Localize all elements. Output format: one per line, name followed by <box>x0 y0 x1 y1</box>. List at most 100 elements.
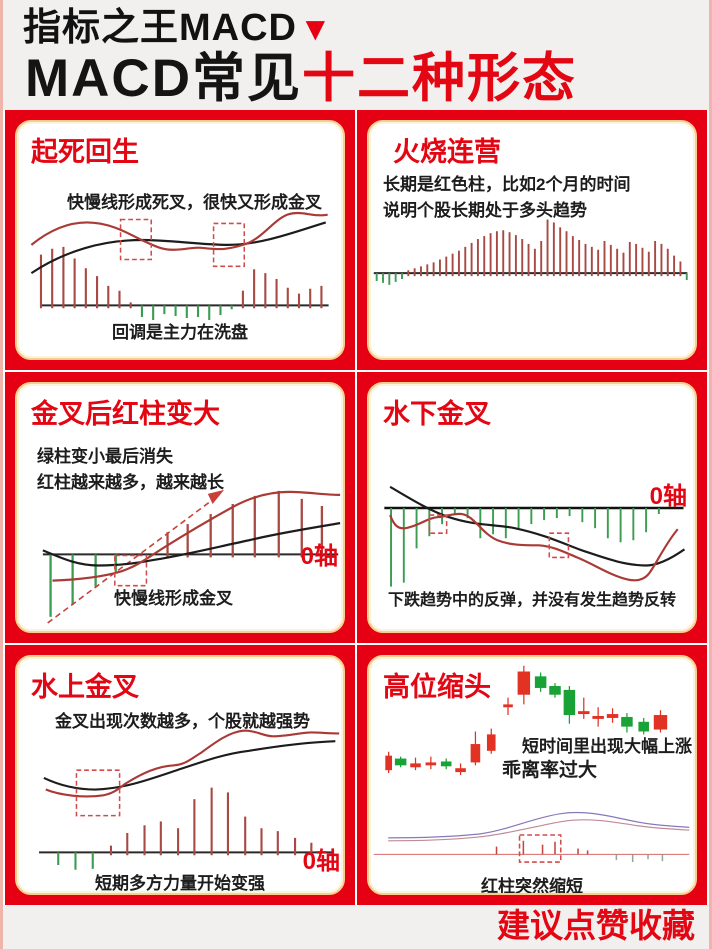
fast-line-red <box>52 490 341 582</box>
trend-arrow-head <box>207 489 225 504</box>
chart-data-layer <box>384 506 684 587</box>
candle-body <box>606 714 619 718</box>
panel-card-shuixiajincha: 水下金叉 下跌趋势中的反弹，并没有发生趋势反转 0轴 <box>367 382 697 633</box>
zero-axis-label: 0轴 <box>649 483 687 510</box>
curves <box>389 485 686 582</box>
candle-body <box>517 671 531 695</box>
slow-line-black <box>42 522 341 567</box>
shrinking-bars-marker <box>518 834 562 863</box>
chart-data-layer <box>39 787 334 870</box>
panel-cell-3: 金叉后红柱变大 绿柱变小最后消失 红柱越来越多，越来越长 快慢线形成金叉 0轴 <box>5 372 355 643</box>
candlestick-macd-chart-gaoweisuotou <box>373 665 690 863</box>
candle-body <box>440 761 452 767</box>
panel-title: 水下金叉 <box>383 399 491 429</box>
pattern-grid: 起死回生 快慢线形成死叉，很快又形成金叉 回调是主力在洗盘 火烧连营 <box>3 110 709 905</box>
curves <box>30 211 328 275</box>
call-to-action: 建议点赞收藏 <box>497 907 695 944</box>
slow-line-black <box>389 485 686 567</box>
candle-body <box>578 711 590 715</box>
page-title-black: MACD常见 <box>25 49 302 108</box>
annotation-bottom: 回调是主力在洗盘 <box>112 323 248 342</box>
macd-chart-jincha-hongzhu <box>42 489 341 624</box>
underwater-cross-marker-2 <box>548 532 570 559</box>
annotation-top: 金叉出现次数越多，个股就越强势 <box>55 712 310 731</box>
annotation-line1: 绿柱变小最后消失 <box>37 447 173 466</box>
annotation-top: 快慢线形成死叉，很快又形成金叉 <box>67 193 322 212</box>
fast-line-red <box>389 512 679 582</box>
candle-body <box>549 686 561 695</box>
slow-line-black <box>30 221 327 275</box>
macd-chart-shuishangjincha <box>39 729 340 870</box>
macd-line-purple <box>388 811 690 839</box>
panel-cell-1: 起死回生 快慢线形成死叉，很快又形成金叉 回调是主力在洗盘 <box>5 110 355 370</box>
candle-body <box>534 676 547 688</box>
candle-body <box>653 715 668 730</box>
panel-title: 高位缩头 <box>383 672 491 702</box>
panel-cell-5: 水上金叉 金叉出现次数越多，个股就越强势 短期多方力量开始变强 0轴 <box>5 645 355 905</box>
fast-line-red <box>45 729 340 798</box>
candle-body <box>470 744 481 763</box>
annotation-line1: 短时间里出现大幅上涨 <box>522 737 692 756</box>
macd-chart-qisihuisheng <box>30 211 329 320</box>
slow-line-black <box>43 740 336 791</box>
candle-body <box>425 762 437 766</box>
annotation-lines: 长期是红色柱，比如2个月的时间 说明个股长期处于多头趋势 <box>383 172 630 224</box>
candle-body <box>385 755 393 771</box>
macd-chart-shuixiajincha <box>384 485 686 587</box>
annotation-line2: 乖离率过大 <box>502 760 598 781</box>
annotation-bottom: 快慢线形成金叉 <box>114 589 233 608</box>
chart-data-layer <box>373 665 690 863</box>
chart-data-layer <box>39 246 329 320</box>
annotation-bottom: 下跌趋势中的反弹，并没有发生趋势反转 <box>387 592 676 609</box>
kicker-line: 指标之王MACD▼ <box>23 6 709 51</box>
macd-line-pink <box>388 819 690 842</box>
trend-arrow-line <box>47 496 217 624</box>
curves <box>388 811 690 863</box>
panel-card-shuishangjincha: 水上金叉 金叉出现次数越多，个股就越强势 短期多方力量开始变强 0轴 <box>15 655 345 895</box>
annotation-line1: 长期是红色柱，比如2个月的时间 <box>383 175 631 194</box>
annotation-bottom: 红柱突然缩短 <box>481 877 583 895</box>
golden-cross-marker <box>114 554 148 587</box>
panel-cell-2: 火烧连营 长期是红色柱，比如2个月的时间 说明个股长期处于多头趋势 <box>357 110 707 370</box>
poster-header: 指标之王MACD▼ MACD常见十二种形态 <box>3 0 709 110</box>
chart-data-layer <box>373 219 688 285</box>
candle-body <box>638 721 649 732</box>
panel-title: 起死回生 <box>31 137 139 167</box>
panel-card-huoshaolianying: 火烧连营 长期是红色柱，比如2个月的时间 说明个股长期处于多头趋势 <box>367 120 697 360</box>
macd-chart-huoshaolianying <box>373 219 688 285</box>
poster-footer: 建议点赞收藏 <box>3 905 709 949</box>
curves <box>42 489 341 624</box>
candle-body <box>455 768 466 773</box>
candle-body <box>486 734 496 751</box>
down-triangle-icon: ▼ <box>298 10 333 47</box>
panel-cell-4: 水下金叉 下跌趋势中的反弹，并没有发生趋势反转 0轴 <box>357 372 707 643</box>
candle-body <box>592 716 604 719</box>
panel-card-qisihuisheng: 起死回生 快慢线形成死叉，很快又形成金叉 回调是主力在洗盘 <box>15 120 345 360</box>
underwater-cross-marker-1 <box>428 514 448 535</box>
fast-line-red <box>30 211 328 251</box>
annotation-lines: 绿柱变小最后消失 红柱越来越多，越来越长 <box>37 444 224 496</box>
candle-body <box>394 758 407 766</box>
panel-title: 水上金叉 <box>31 672 139 702</box>
annotation-bottom: 短期多方力量开始变强 <box>95 874 265 893</box>
candle-body <box>621 716 633 727</box>
panel-card-gaoweisuotou: 高位缩头 短时间里出现大幅上涨 乖离率过大 红柱突然缩短 <box>367 655 697 895</box>
curves <box>43 729 340 817</box>
zero-axis-label: 0轴 <box>300 543 338 570</box>
golden-cross-marker <box>212 222 246 268</box>
zero-axis-label: 0轴 <box>302 848 340 875</box>
golden-cross-marker <box>75 769 121 817</box>
panel-title: 火烧连营 <box>393 137 501 167</box>
candle-body <box>503 704 513 708</box>
annotation-line2: 说明个股长期处于多头趋势 <box>383 201 587 220</box>
annotation-line2: 红柱越来越多，越来越长 <box>37 473 224 492</box>
candle-body <box>563 689 576 716</box>
death-cross-marker <box>119 218 153 261</box>
panel-card-jinchahouhongzhubianda: 金叉后红柱变大 绿柱变小最后消失 红柱越来越多，越来越长 快慢线形成金叉 0轴 <box>15 382 345 633</box>
candle-body <box>410 763 421 768</box>
page-title-red: 十二种形态 <box>301 49 577 108</box>
panel-cell-6: 高位缩头 短时间里出现大幅上涨 乖离率过大 红柱突然缩短 <box>357 645 707 905</box>
kicker-text: 指标之王MACD <box>23 7 297 49</box>
page-title: MACD常见十二种形态 <box>25 51 709 107</box>
